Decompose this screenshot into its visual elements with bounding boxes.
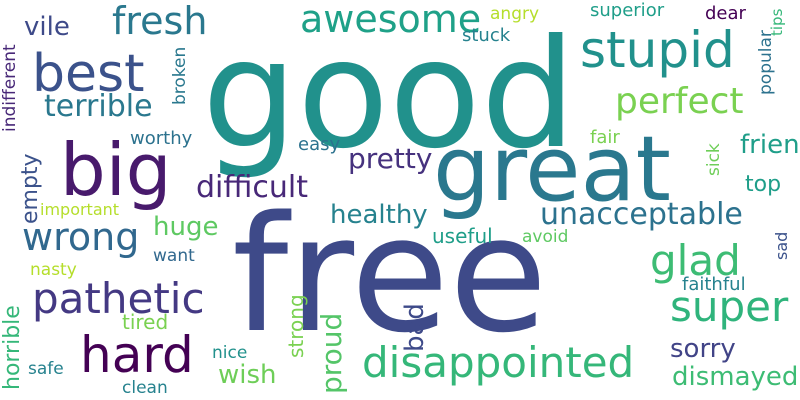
word-big: big bbox=[60, 128, 172, 212]
word-vile: top bbox=[745, 172, 782, 197]
word-good: good bbox=[202, 8, 576, 182]
word-hard: hard bbox=[80, 326, 194, 384]
word-faithful: faithful bbox=[682, 274, 746, 295]
word-great: great bbox=[433, 117, 671, 222]
word-horrible: horrible bbox=[0, 305, 25, 390]
word-dear: dear bbox=[705, 3, 746, 24]
word-useful: useful bbox=[432, 224, 493, 248]
word-broken: broken bbox=[170, 46, 190, 105]
word-free: free bbox=[232, 181, 548, 368]
word-friendly: dismayed bbox=[672, 362, 799, 392]
word-super: super bbox=[670, 282, 789, 331]
word-sorry: healthy bbox=[330, 200, 428, 230]
word-indifferent: indifferent bbox=[0, 44, 20, 132]
word-easy: easy bbox=[298, 134, 341, 155]
word-best: best bbox=[32, 44, 145, 104]
word-stupid: stupid bbox=[580, 21, 735, 79]
word-wrong: wrong bbox=[22, 215, 140, 259]
word-pathetic: pathetic bbox=[32, 274, 205, 323]
word-strong: strong bbox=[284, 294, 308, 358]
word-top: friendly bbox=[740, 130, 800, 160]
word-proud: wish bbox=[218, 360, 277, 390]
word-superior: superior bbox=[590, 0, 665, 21]
word-popular: popular bbox=[756, 30, 776, 95]
word-tips: tips bbox=[768, 8, 786, 36]
word-difficult: difficult bbox=[196, 170, 308, 205]
word-awesome: awesome bbox=[300, 0, 482, 41]
word-avoid: avoid bbox=[522, 227, 569, 247]
word-worthy: worthy bbox=[130, 128, 193, 149]
word-safe: safe bbox=[28, 359, 64, 379]
word-nice: nice bbox=[212, 343, 248, 363]
word-stuck: stuck bbox=[462, 25, 511, 46]
word-terrible: proud bbox=[315, 312, 348, 394]
word-fair: fair bbox=[590, 127, 620, 148]
word-important: important bbox=[40, 200, 120, 219]
word-pretty: terrible bbox=[44, 89, 153, 124]
word-perfect: perfect bbox=[615, 81, 744, 122]
word-fresh: fresh bbox=[112, 0, 208, 43]
word-nasty: nasty bbox=[30, 260, 77, 280]
word-tired: tired bbox=[122, 310, 169, 334]
word-angry: angry bbox=[490, 4, 540, 24]
word-want: want bbox=[153, 246, 195, 266]
word-empty: empty bbox=[18, 153, 43, 224]
word-bad: bad bbox=[400, 303, 430, 352]
word-sad: sad bbox=[772, 231, 791, 260]
word-sick: sick bbox=[704, 143, 724, 176]
word-clean: clean bbox=[122, 378, 168, 398]
word-healthy: huge bbox=[153, 212, 219, 242]
word-wish: vile bbox=[24, 12, 70, 42]
word-dismayed: sorry bbox=[670, 334, 736, 364]
word-disappointed: disappointed bbox=[362, 338, 635, 387]
word-huge: pretty bbox=[348, 142, 433, 175]
word-unacceptable: unacceptable bbox=[540, 197, 743, 232]
word-glad: glad bbox=[650, 236, 741, 285]
